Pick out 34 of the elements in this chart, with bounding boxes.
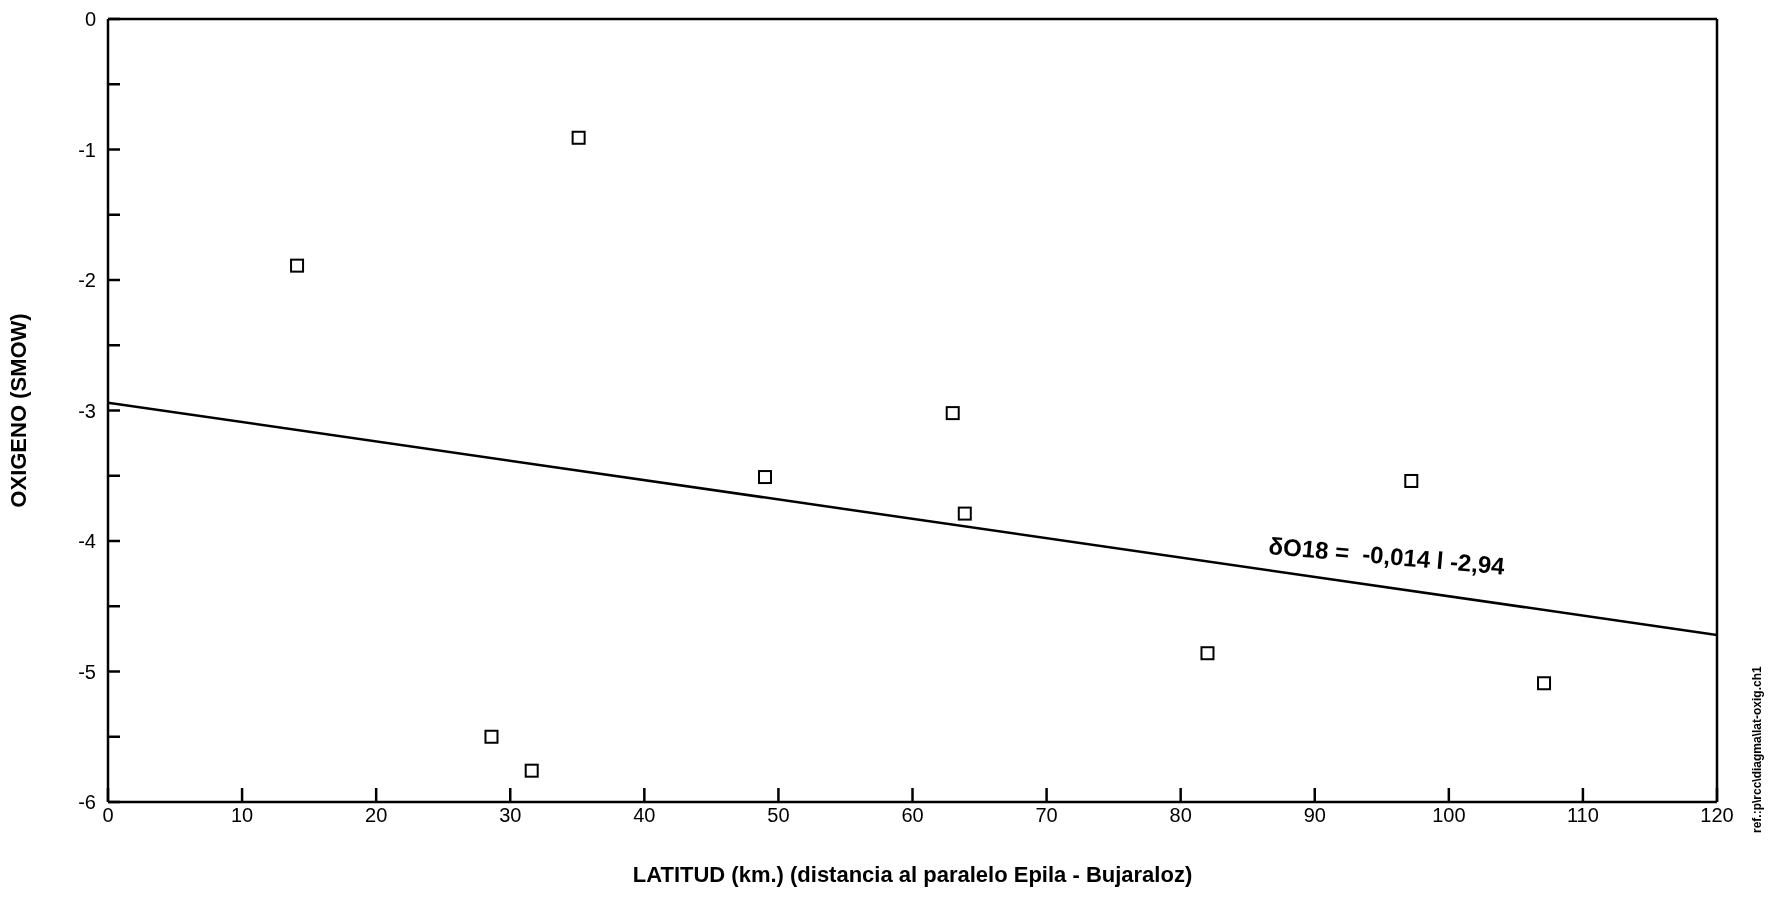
point [1404,473,1419,488]
y-tick-label: 0 [84,8,96,31]
x-tick-label: 60 [901,804,924,827]
y-tick-label: -5 [78,660,96,683]
annotation: δO18 = -0,014 l -2,94 [1267,532,1506,581]
point [758,470,773,485]
point [484,729,499,744]
x-tick-label: 40 [633,804,656,827]
x-tick-label: 80 [1169,804,1192,827]
text: ref.:p\rcc\diagma\lat-oxig.ch1 [1750,666,1764,833]
x-tick-label: 70 [1035,804,1058,827]
x-tick-label: 20 [365,804,388,827]
point [290,258,305,273]
x-tick-label: 30 [499,804,522,827]
y-axis-title: OXIGENO (SMOW) [5,313,31,508]
y-tick-label: -4 [78,530,96,553]
point [1200,646,1215,661]
point [571,130,586,145]
y-tick-label: -2 [78,269,96,292]
x-axis-title: LATITUD (km.) (distancia al paralelo Epila - Bujaraloz) [632,862,1193,887]
x-tick-label: 110 [1566,804,1599,827]
y-tick-label: -3 [78,399,96,422]
point [945,406,960,421]
y-tick-label: -1 [78,138,96,161]
x-tick-label: 120 [1700,804,1734,827]
x-tick-label: 50 [767,804,790,827]
x-tick-label: 90 [1303,804,1326,827]
y-tick-label: -6 [78,791,96,814]
point [1537,676,1552,691]
x-tick-label: 0 [102,804,114,827]
point [524,763,539,778]
x-tick-label: 100 [1432,804,1466,827]
x-tick-label: 10 [230,804,254,827]
point [957,506,972,521]
